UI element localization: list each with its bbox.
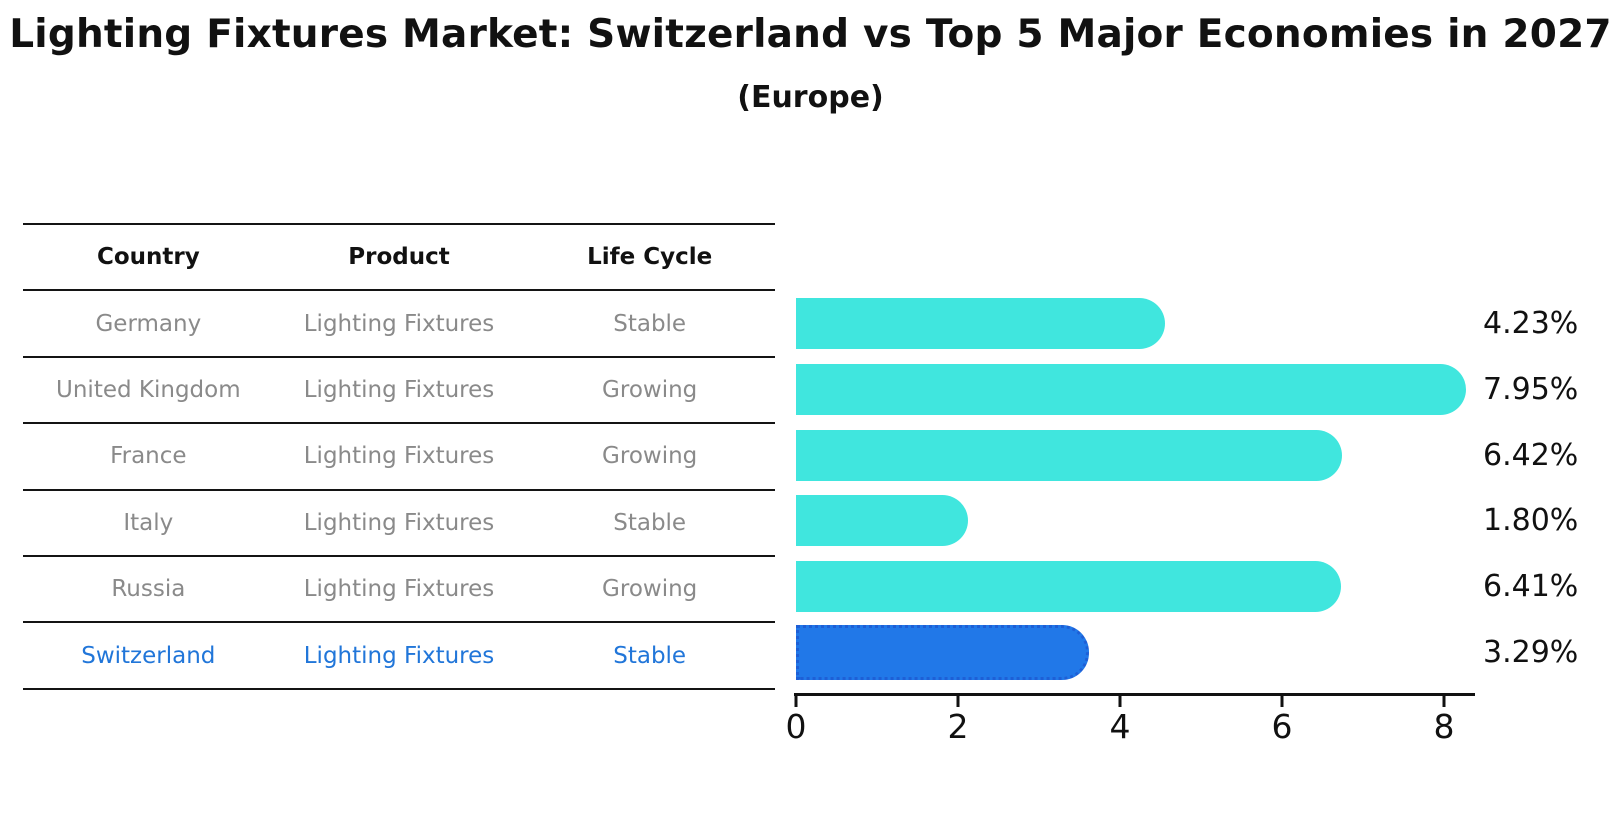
bar-value-label: 3.29%: [1483, 634, 1579, 670]
life-cycle-cell: Growing: [602, 376, 698, 403]
column-header-country: Country: [96, 244, 200, 271]
product-cell: Lighting Fixtures: [303, 509, 495, 536]
bar-italy: [796, 495, 968, 547]
x-tick-label: 2: [947, 707, 969, 746]
bar-row: [796, 291, 1474, 357]
x-tick-label: 4: [1109, 707, 1131, 746]
country-cell: Italy: [123, 509, 174, 536]
bar-germany: [796, 298, 1165, 350]
product-cell: Lighting Fixtures: [303, 642, 495, 669]
bar-value-label: 7.95%: [1483, 372, 1579, 407]
value-label-column: 4.23% 7.95% 6.42% 1.80% 6.41% 3.29%: [1483, 291, 1613, 685]
bar-row: [796, 422, 1474, 488]
column-header-product: Product: [348, 244, 450, 271]
product-cell: Lighting Fixtures: [303, 376, 495, 403]
bar-value-label: 1.80%: [1483, 503, 1579, 539]
chart-subtitle: (Europe): [737, 80, 884, 115]
table-row-germany: Germany Lighting Fixtures Stable: [23, 289, 775, 355]
x-axis-tick: 0: [786, 696, 807, 743]
country-cell: Switzerland: [81, 642, 216, 669]
country-table: Country Product Life Cycle Germany Light…: [23, 223, 775, 690]
country-cell: Germany: [95, 310, 202, 337]
x-tick-label: 0: [785, 707, 807, 746]
bar-united-kingdom: [796, 364, 1466, 415]
x-axis-tick: 4: [1110, 696, 1131, 743]
bar-value-label: 6.41%: [1483, 569, 1579, 605]
bar-plot-area: [796, 291, 1474, 685]
bar-value-label: 4.23%: [1483, 306, 1579, 342]
bar-switzerland: [796, 624, 1089, 680]
column-header-life-cycle: Life Cycle: [587, 244, 713, 271]
bar-row: [796, 619, 1474, 685]
life-cycle-cell: Stable: [613, 642, 687, 669]
life-cycle-cell: Growing: [602, 443, 698, 470]
bar-russia: [796, 561, 1342, 613]
x-tick-label: 6: [1271, 707, 1293, 746]
table-row-switzerland: Switzerland Lighting Fixtures Stable: [23, 621, 775, 687]
table-row-france: France Lighting Fixtures Growing: [23, 422, 775, 488]
bar-france: [796, 429, 1343, 481]
table-row-united-kingdom: United Kingdom Lighting Fixtures Growing: [23, 355, 775, 422]
table-row-italy: Italy Lighting Fixtures Stable: [23, 488, 775, 555]
bar-row: [796, 554, 1474, 620]
bar-row: [796, 357, 1474, 423]
bar-row: [796, 488, 1474, 554]
life-cycle-cell: Growing: [602, 576, 698, 603]
life-cycle-cell: Stable: [613, 509, 687, 536]
x-axis-tick: 2: [948, 696, 969, 743]
bar-value-label: 6.42%: [1483, 437, 1579, 473]
product-cell: Lighting Fixtures: [303, 310, 495, 337]
table-row-russia: Russia Lighting Fixtures Growing: [23, 554, 775, 621]
table-header-row: Country Product Life Cycle: [23, 223, 775, 289]
x-axis-tick: 8: [1434, 696, 1455, 743]
product-cell: Lighting Fixtures: [303, 443, 495, 470]
country-cell: Russia: [111, 576, 186, 603]
chart-title: Lighting Fixtures Market: Switzerland vs…: [9, 12, 1612, 57]
country-cell: France: [110, 443, 187, 470]
x-axis-line: [794, 693, 1475, 696]
x-tick-label: 8: [1433, 707, 1455, 746]
country-cell: United Kingdom: [56, 376, 241, 403]
life-cycle-cell: Stable: [613, 310, 687, 337]
x-axis-tick: 6: [1272, 696, 1293, 743]
product-cell: Lighting Fixtures: [303, 576, 495, 603]
